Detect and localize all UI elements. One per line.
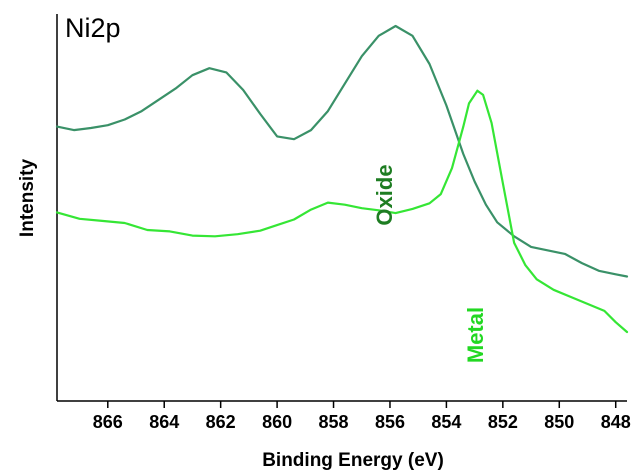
x-tick-label: 848 xyxy=(601,412,631,432)
x-tick-label: 850 xyxy=(544,412,574,432)
metal-series-label: Metal xyxy=(463,307,488,363)
x-tick-label: 858 xyxy=(319,412,349,432)
x-tick-label: 862 xyxy=(206,412,236,432)
oxide-series-label: Oxide xyxy=(372,164,397,225)
x-tick-label: 866 xyxy=(93,412,123,432)
oxide-series-line xyxy=(55,24,629,278)
series xyxy=(55,24,629,334)
x-ticks: 866 864 862 860 858 856 854 852 850 848 xyxy=(93,401,631,432)
x-tick-label: 860 xyxy=(262,412,292,432)
axes xyxy=(56,14,627,402)
chart-title: Ni2p xyxy=(65,13,121,43)
x-tick-label: 856 xyxy=(375,412,405,432)
y-axis-title: Intensity xyxy=(17,159,38,238)
x-tick-label: 854 xyxy=(431,412,461,432)
x-axis-title: Binding Energy (eV) xyxy=(262,450,444,470)
x-tick-label: 864 xyxy=(149,412,179,432)
x-tick-label: 852 xyxy=(488,412,518,432)
metal-series-line xyxy=(55,89,629,334)
